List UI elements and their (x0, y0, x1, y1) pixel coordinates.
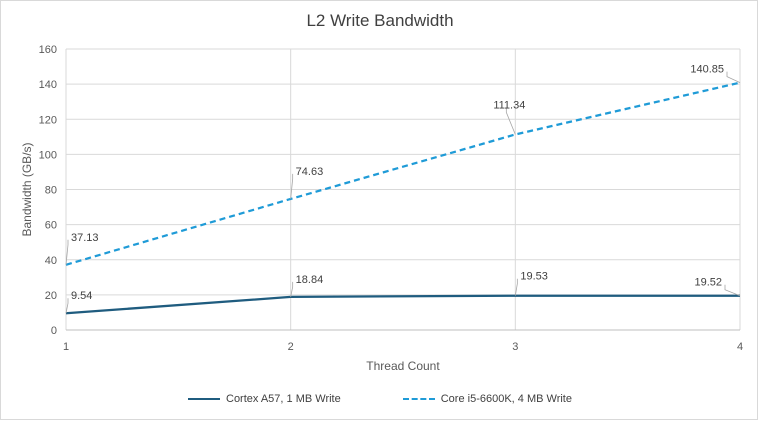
x-tick-label: 1 (63, 341, 69, 353)
x-tick-label: 2 (288, 341, 294, 353)
y-axis-title: Bandwidth (GB/s) (20, 142, 34, 236)
data-label-leader (65, 298, 69, 314)
legend-item-series-1: Cortex A57, 1 MB Write (188, 393, 341, 405)
y-tick-label: 140 (39, 79, 57, 91)
data-label: 19.53 (520, 271, 548, 283)
data-label-leader (505, 107, 516, 135)
legend-swatch-series-2 (402, 398, 435, 400)
legend-swatch-series-1 (188, 398, 220, 400)
data-label: 140.85 (690, 64, 724, 76)
data-label-leader (65, 239, 69, 265)
x-axis-title: Thread Count (366, 359, 440, 373)
x-tick-label: 3 (512, 341, 518, 353)
data-label: 111.34 (493, 99, 525, 111)
data-label: 9.54 (71, 290, 92, 302)
legend-label-series-2: Core i5-6600K, 4 MB Write (440, 393, 572, 405)
legend: Cortex A57, 1 MB Write Core i5-6600K, 4 … (1, 393, 758, 405)
data-label-leader (290, 281, 294, 297)
data-label: 74.63 (296, 166, 324, 178)
y-tick-label: 60 (45, 220, 57, 232)
y-tick-label: 20 (45, 290, 57, 302)
data-label-leader (726, 71, 741, 83)
data-label-leader (514, 278, 518, 296)
data-label: 19.52 (694, 277, 722, 289)
y-tick-label: 0 (51, 325, 57, 337)
chart-title: L2 Write Bandwidth (306, 11, 454, 30)
legend-label-series-1: Cortex A57, 1 MB Write (226, 393, 341, 405)
series-line-2 (65, 81, 741, 266)
series-line-1 (65, 294, 741, 315)
data-label-leader (290, 173, 294, 199)
y-tick-label: 80 (45, 185, 57, 197)
y-tick-label: 100 (39, 149, 57, 161)
y-tick-label: 160 (39, 44, 57, 56)
data-label: 37.13 (71, 232, 99, 244)
x-tick-label: 4 (737, 341, 743, 353)
data-label-leader (724, 284, 741, 297)
y-tick-label: 120 (39, 114, 57, 126)
y-tick-label: 40 (45, 255, 57, 267)
legend-item-series-2: Core i5-6600K, 4 MB Write (402, 393, 572, 405)
data-label: 18.84 (296, 274, 324, 286)
